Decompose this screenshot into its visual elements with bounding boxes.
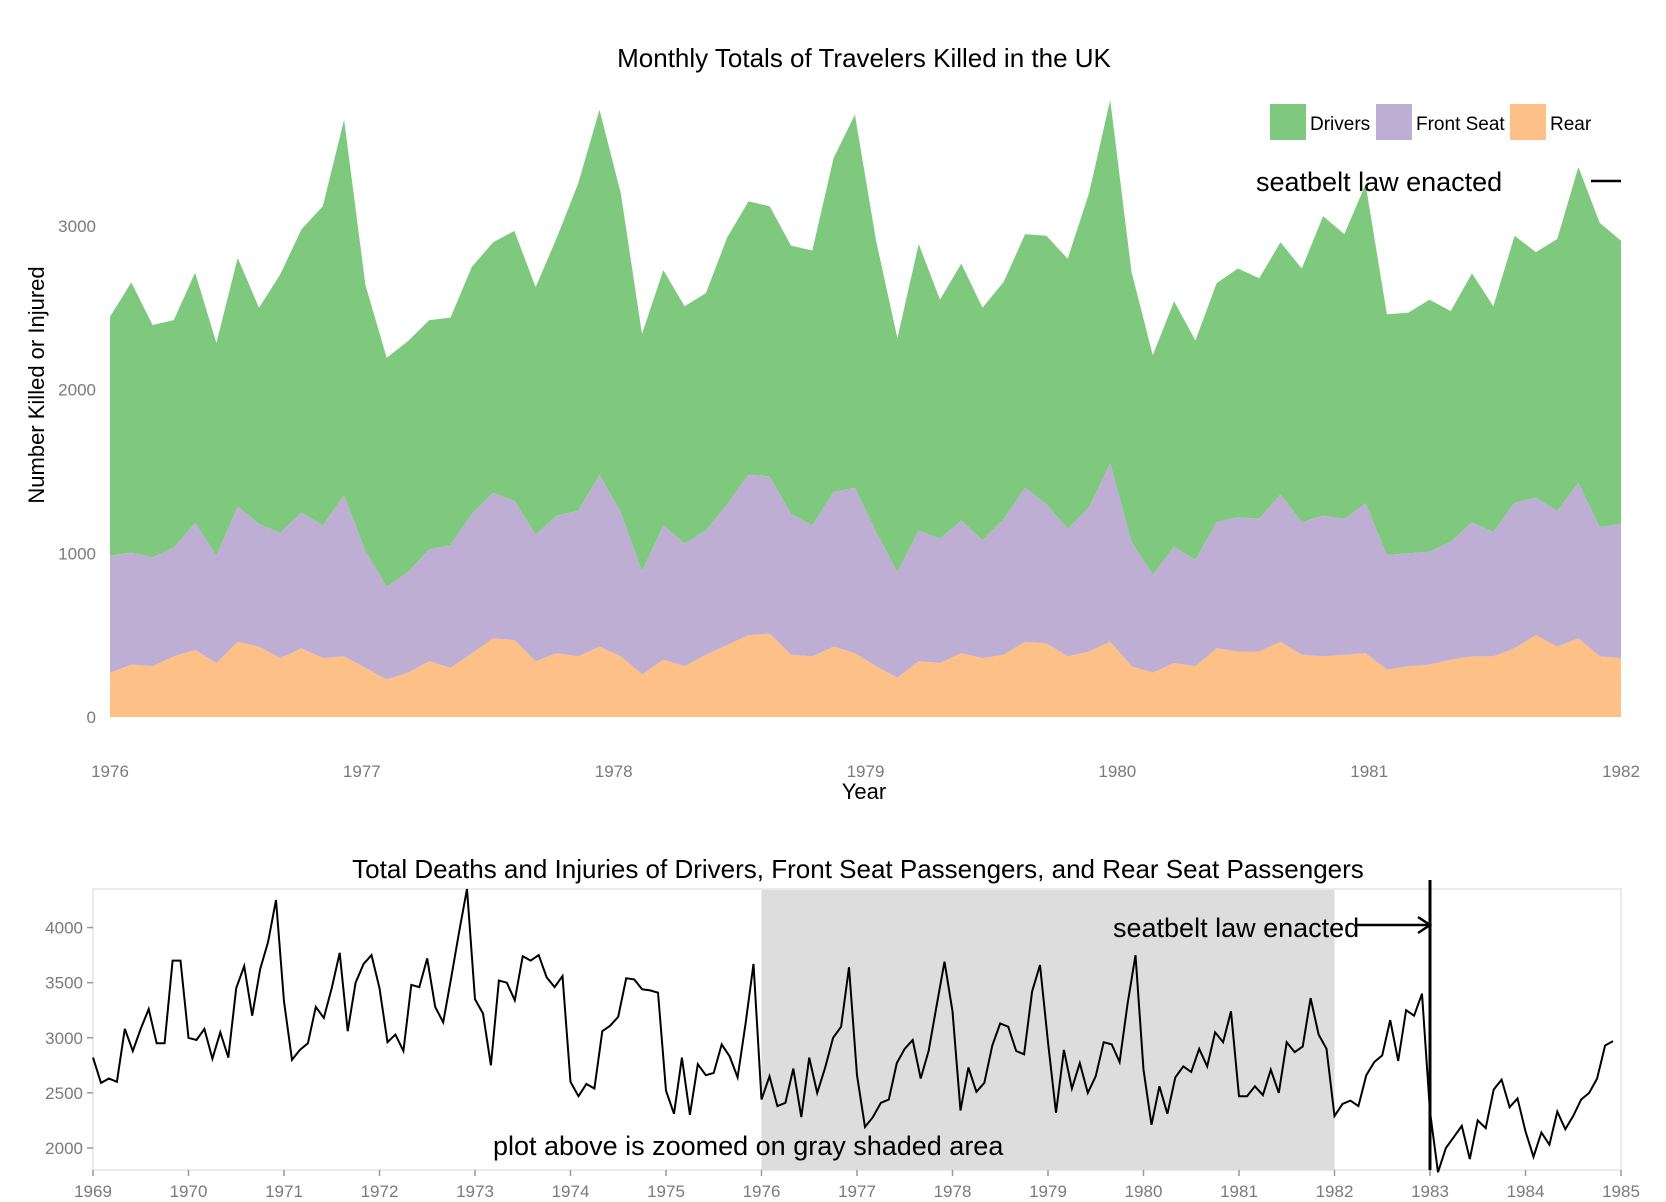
x-tick-label: 1979 <box>847 762 885 781</box>
area-drivers <box>110 99 1621 587</box>
legend-swatch-drivers <box>1270 104 1306 140</box>
legend-label-front-seat: Front Seat <box>1416 114 1505 135</box>
x-tick-label: 1983 <box>1411 1182 1449 1201</box>
x-tick-label: 1977 <box>343 762 381 781</box>
bottom-chart-y-ticks: 2000 2500 3000 3500 4000 <box>45 919 93 1158</box>
x-tick-label: 1982 <box>1316 1182 1354 1201</box>
x-tick-label: 1978 <box>934 1182 972 1201</box>
bottom-chart-seatbelt-label: seatbelt law enacted <box>1113 913 1359 943</box>
legend-swatch-rear <box>1510 104 1546 140</box>
top-chart-seatbelt-annotation: seatbelt law enacted <box>1256 167 1502 197</box>
top-chart-legend: Drivers Front Seat Rear <box>1270 104 1592 140</box>
bottom-chart-shaded-region <box>761 890 1335 1170</box>
area-rear <box>110 633 1621 717</box>
bottom-chart: Total Deaths and Injuries of Drivers, Fr… <box>45 854 1640 1201</box>
top-chart-areas <box>110 99 1621 717</box>
x-tick-label: 1980 <box>1098 762 1136 781</box>
top-chart: Monthly Totals of Travelers Killed in th… <box>24 43 1640 804</box>
x-tick-label: 1981 <box>1220 1182 1258 1201</box>
x-tick-label: 1976 <box>91 762 129 781</box>
y-tick-label: 2000 <box>58 381 96 400</box>
legend-label-drivers: Drivers <box>1310 114 1370 135</box>
y-tick-label: 3000 <box>58 217 96 236</box>
x-tick-label: 1971 <box>265 1182 303 1201</box>
legend-swatch-front-seat <box>1376 104 1412 140</box>
bottom-chart-title: Total Deaths and Injuries of Drivers, Fr… <box>352 854 1364 884</box>
y-tick-label: 1000 <box>58 544 96 563</box>
x-tick-label: 1976 <box>743 1182 781 1201</box>
top-chart-x-ticks: 1976 1977 1978 1979 1980 1981 1982 <box>91 762 1640 781</box>
top-chart-y-ticks: 0 1000 2000 3000 <box>58 217 96 727</box>
x-tick-label: 1969 <box>74 1182 112 1201</box>
x-tick-label: 1984 <box>1507 1182 1545 1201</box>
x-tick-label: 1982 <box>1602 762 1640 781</box>
y-tick-label: 3500 <box>45 974 83 993</box>
x-tick-label: 1975 <box>647 1182 685 1201</box>
x-tick-label: 1974 <box>552 1182 590 1201</box>
x-tick-label: 1972 <box>361 1182 399 1201</box>
y-tick-label: 2000 <box>45 1139 83 1158</box>
top-chart-y-axis-title: Number Killed or Injured <box>24 266 49 503</box>
x-tick-label: 1981 <box>1350 762 1388 781</box>
bottom-chart-seatbelt-arrowhead <box>1417 915 1433 935</box>
x-tick-label: 1970 <box>170 1182 208 1201</box>
area-front-seat <box>110 463 1621 680</box>
x-tick-label: 1973 <box>456 1182 494 1201</box>
y-tick-label: 2500 <box>45 1084 83 1103</box>
y-tick-label: 4000 <box>45 919 83 938</box>
top-chart-x-axis-title: Year <box>842 779 886 804</box>
top-chart-title: Monthly Totals of Travelers Killed in th… <box>617 43 1111 73</box>
x-tick-label: 1978 <box>595 762 633 781</box>
x-tick-label: 1985 <box>1602 1182 1640 1201</box>
bottom-chart-shaded-label: plot above is zoomed on gray shaded area <box>493 1131 1004 1161</box>
y-tick-label: 3000 <box>45 1029 83 1048</box>
x-tick-label: 1979 <box>1029 1182 1067 1201</box>
bottom-chart-total-line <box>92 888 1614 1173</box>
x-tick-label: 1977 <box>838 1182 876 1201</box>
bottom-chart-x-ticks: 1969 1970 1971 1972 1973 1974 1975 1976 1977 1978… <box>74 1170 1640 1201</box>
y-tick-label: 0 <box>87 708 96 727</box>
legend-label-rear: Rear <box>1550 114 1592 135</box>
x-tick-label: 1980 <box>1125 1182 1163 1201</box>
